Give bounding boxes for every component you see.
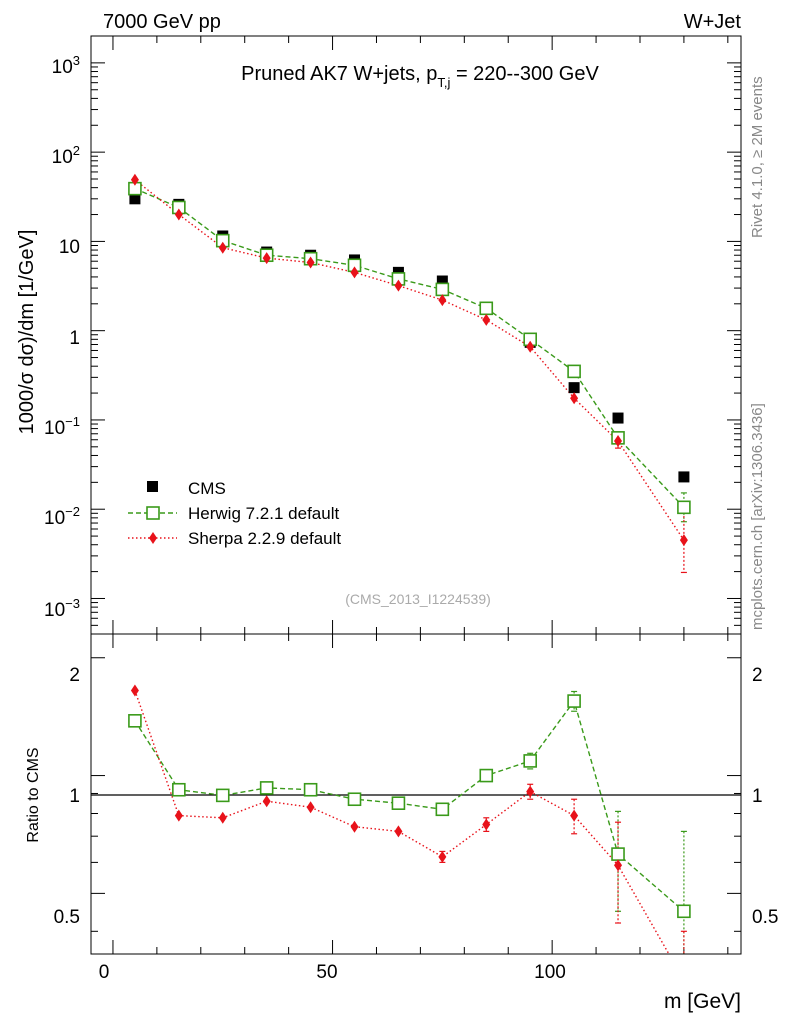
legend-herwig-label: Herwig 7.2.1 default [188, 504, 339, 523]
herwig-point [677, 500, 691, 515]
collision-label: 7000 GeV pp [103, 11, 221, 33]
legend-sherpa-label: Sherpa 2.2.9 default [188, 529, 341, 548]
sherpa-point [614, 435, 623, 448]
sherpa-ratio-point [218, 811, 227, 824]
herwig-ratio-point [523, 754, 537, 768]
herwig-ratio-point [259, 781, 274, 795]
axis-ticks [91, 35, 741, 954]
y-tick-label: 102 [52, 143, 80, 168]
sherpa-ratio-point [570, 809, 579, 822]
sherpa-point [482, 313, 491, 326]
sherpa-ratio-point [350, 820, 359, 833]
ratio-tick-label: 0.5 [54, 907, 80, 928]
herwig-ratio-point [435, 802, 450, 817]
herwig-ratio-point [347, 792, 362, 807]
sherpa-point [570, 392, 579, 405]
cms-point [612, 412, 624, 424]
cms-point [568, 382, 580, 394]
legend-cms-marker [147, 481, 158, 492]
legend: CMS Herwig 7.2.1 default Sherpa 2.2.9 de… [128, 479, 341, 548]
sherpa-ratio-line [134, 690, 670, 954]
sherpa-point [350, 266, 359, 279]
herwig-point [567, 364, 581, 379]
main-panel-marks [128, 173, 691, 574]
ratio-tick-label-right: 1 [752, 786, 763, 807]
herwig-ratio-point [215, 788, 230, 803]
sherpa-ratio-point [482, 818, 491, 831]
ratio-tick-label-right: 2 [752, 665, 763, 686]
sherpa-point [438, 294, 447, 307]
herwig-ratio-point [128, 714, 142, 728]
herwig-point [435, 282, 450, 297]
herwig-ratio-point [172, 782, 186, 797]
ratio-panel-frame [90, 633, 742, 955]
x-tick-label: 0 [99, 962, 110, 983]
herwig-ratio-point [303, 782, 318, 797]
data-marks [128, 173, 691, 954]
y-tick-label: 1 [69, 328, 80, 349]
sherpa-ratio-point [174, 809, 183, 822]
rivet-version-label: Rivet 4.1.0, ≥ 2M events [749, 76, 766, 238]
herwig-ratio-point [611, 847, 625, 861]
y-tick-label: 10 [59, 237, 80, 258]
y-tick-label: 10−2 [44, 504, 80, 529]
sherpa-point [262, 252, 271, 265]
sherpa-ratio-point [306, 801, 315, 814]
y-tick-label: 10−3 [44, 596, 80, 621]
sherpa-point [174, 208, 183, 221]
legend-sherpa-marker [149, 532, 157, 544]
sherpa-point [218, 241, 227, 254]
herwig-point [479, 301, 494, 316]
sherpa-ratio-point [262, 795, 271, 808]
y-axis-label: 1000/σ dσ)/dm [1/GeV] [16, 230, 38, 435]
herwig-ratio-point [391, 796, 406, 810]
legend-cms-label: CMS [188, 479, 226, 498]
y-tick-label: 10−1 [44, 414, 80, 439]
sherpa-point [679, 534, 688, 547]
cms-point [678, 471, 690, 483]
ratio-tick-label: 1 [69, 786, 80, 807]
sherpa-point [306, 256, 315, 269]
ratio-tick-label: 2 [69, 665, 80, 686]
x-axis-label: m [GeV] [664, 990, 741, 1013]
x-tick-label: 50 [316, 962, 337, 983]
chart-title: Pruned AK7 W+jets, pT,j = 220--300 GeV [241, 63, 599, 90]
legend-herwig-marker [146, 506, 160, 520]
mcplots-source-label: mcplots.cern.ch [arXiv:1306.3436] [749, 403, 766, 630]
sherpa-point [394, 279, 403, 292]
y-tick-label: 103 [52, 53, 80, 78]
cms-point [436, 275, 448, 287]
herwig-ratio-point [567, 694, 581, 708]
sherpa-ratio-point [394, 825, 403, 838]
sherpa-ratio-point [614, 859, 623, 872]
cms-point [129, 193, 141, 205]
ratio-y-axis-label: Ratio to CMS [25, 747, 42, 842]
herwig-ratio-line [134, 699, 685, 912]
sherpa-point [526, 340, 535, 353]
x-tick-label: 100 [534, 962, 566, 983]
ratio-panel-marks [128, 684, 691, 954]
sherpa-ratio-point [526, 785, 535, 798]
herwig-ratio-point [479, 768, 494, 783]
sherpa-ratio-point [438, 850, 447, 863]
ratio-tick-label-right: 0.5 [752, 907, 778, 928]
herwig-ratio-point [677, 904, 691, 919]
sherpa-point [130, 173, 139, 186]
process-label: W+Jet [684, 11, 742, 33]
analysis-id: (CMS_2013_I1224539) [345, 591, 491, 607]
sherpa-ratio-point [130, 684, 139, 697]
